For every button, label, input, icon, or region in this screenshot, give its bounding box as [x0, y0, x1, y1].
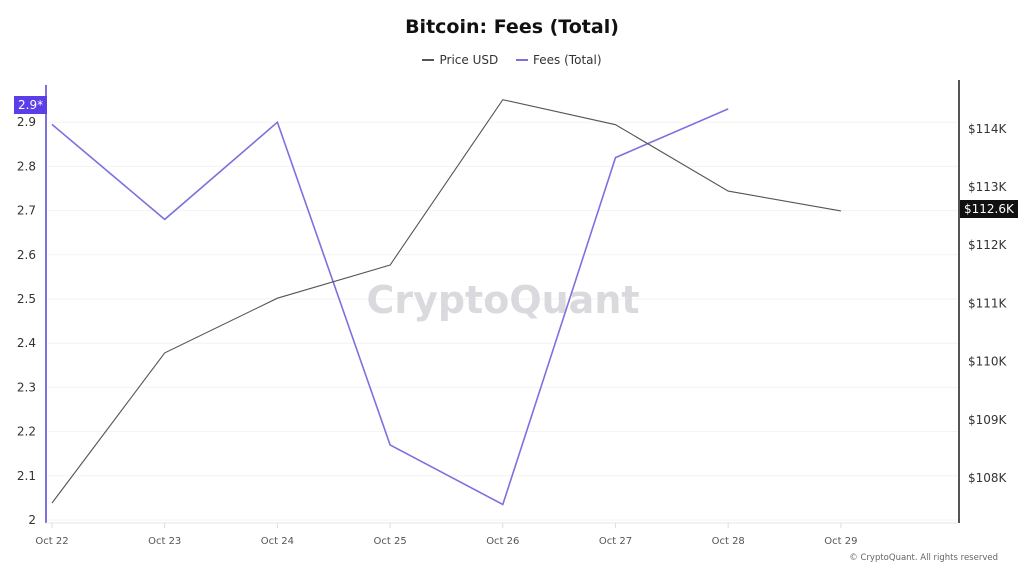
right-axis-tick: $108K — [968, 471, 1008, 485]
x-axis-tick: Oct 28 — [712, 536, 745, 547]
x-axis-tick: Oct 24 — [261, 536, 294, 547]
legend-item-fees[interactable]: Fees (Total) — [516, 53, 602, 67]
left-axis-tick: 2.1 — [17, 469, 36, 483]
legend-label-price: Price USD — [439, 53, 499, 67]
price-line — [51, 99, 841, 504]
copyright: © CryptoQuant. All rights reserved — [849, 553, 998, 563]
right-axis-tick: $111K — [968, 296, 1008, 310]
legend-label-fees: Fees (Total) — [533, 53, 602, 67]
x-axis-tick: Oct 23 — [148, 536, 181, 547]
right-axis-tick: $113K — [968, 180, 1008, 194]
x-axis-tick: Oct 27 — [599, 536, 632, 547]
right-axis-tick: $114K — [968, 122, 1008, 136]
left-axis-tick: 2.2 — [17, 425, 36, 439]
price-swatch-icon — [422, 59, 435, 61]
right-axis-tick: $112K — [968, 238, 1008, 252]
left-axis-tick: 2.7 — [17, 204, 36, 218]
left-axis-tick: 2.4 — [17, 336, 36, 350]
left-axis-tick: 2.5 — [17, 292, 36, 306]
left-axis-tick: 2.9 — [17, 115, 36, 129]
watermark: CryptoQuant — [366, 278, 639, 322]
chart-title: Bitcoin: Fees (Total) — [405, 16, 619, 38]
left-axis-tick: 2.8 — [17, 159, 36, 173]
legend: Price USD Fees (Total) — [0, 50, 1024, 67]
x-axis-tick: Oct 29 — [824, 536, 857, 547]
x-axis-tick: Oct 26 — [486, 536, 519, 547]
right-axis-tick: $109K — [968, 413, 1008, 427]
left-axis-tick: 2.6 — [17, 248, 36, 262]
left-axis-tick: 2 — [28, 513, 36, 527]
fees-swatch-icon — [516, 59, 529, 61]
right-axis-tick: $110K — [968, 355, 1008, 369]
left-axis-tick: 2.3 — [17, 380, 36, 394]
right-axis-current-badge: $112.6K — [960, 200, 1018, 218]
legend-item-price[interactable]: Price USD — [422, 53, 498, 67]
x-axis-tick: Oct 25 — [373, 536, 406, 547]
x-axis-tick: Oct 22 — [35, 536, 68, 547]
fees-line — [51, 108, 729, 506]
left-axis-current-badge: 2.9* — [14, 96, 48, 114]
